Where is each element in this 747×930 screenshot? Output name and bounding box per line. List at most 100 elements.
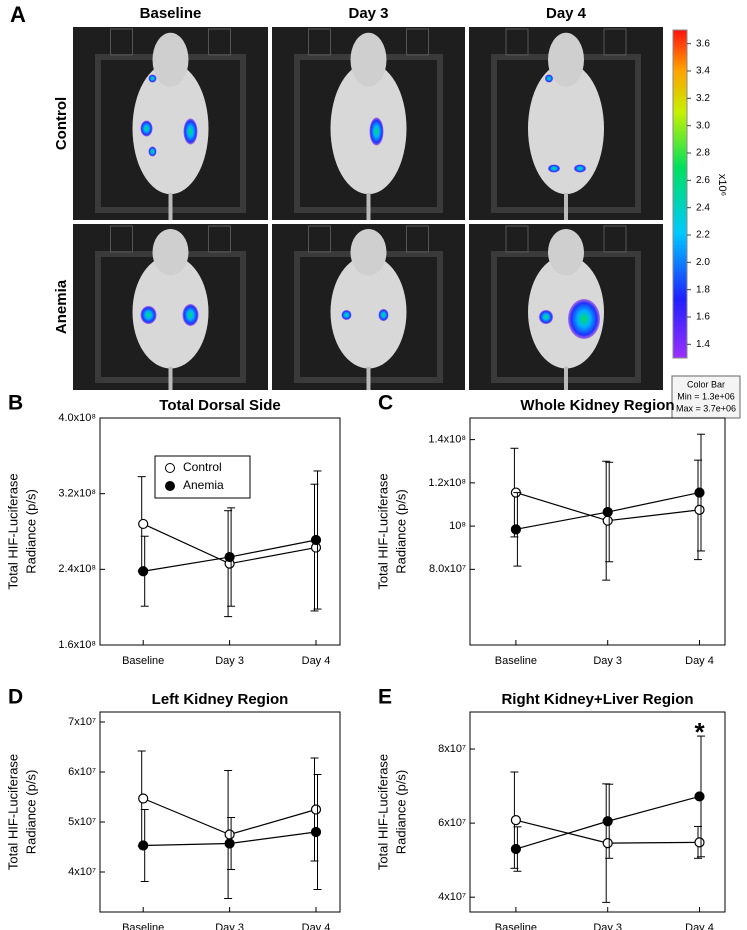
signal-blob <box>140 306 157 324</box>
signal-blob <box>574 164 586 173</box>
y-axis-label: Total HIF-Luciferase <box>5 473 20 589</box>
marker <box>310 804 322 815</box>
row-title: Anemia <box>53 279 70 334</box>
mouse-body <box>528 62 604 195</box>
colorbar-tick-label: 3.2 <box>696 93 710 104</box>
signal-blob <box>182 304 199 326</box>
panel-label: B <box>8 392 23 415</box>
clip-left <box>505 225 529 253</box>
x-tick-label: Day 4 <box>685 922 714 930</box>
mouse-body <box>330 255 407 369</box>
mouse-tail <box>564 192 568 220</box>
chart-title: Whole Kidney Region <box>520 397 674 414</box>
y-axis-label: Radiance (p/s) <box>393 770 408 855</box>
colorbar-box-text: Color Bar <box>687 379 725 389</box>
mouse-tail <box>168 366 173 390</box>
signal-blob <box>148 74 157 83</box>
colorbar-tick-label: 3.0 <box>696 120 710 131</box>
mouse-image <box>73 224 268 390</box>
y-tick-label: 2.4x10⁸ <box>58 563 96 575</box>
x-tick-label: Day 4 <box>302 922 331 930</box>
legend-label: Control <box>183 460 222 474</box>
marker <box>510 524 522 535</box>
marker <box>694 837 705 848</box>
mouse-tail <box>366 366 371 390</box>
y-axis-label: Total HIF-Luciferase <box>5 754 20 870</box>
y-axis-label: Radiance (p/s) <box>23 770 38 855</box>
mouse-body <box>132 62 209 195</box>
legend-label: Anemia <box>183 478 224 492</box>
y-tick-label: 4x10⁷ <box>68 866 96 878</box>
clip-right <box>603 225 627 253</box>
clip-right <box>406 28 429 56</box>
y-tick-label: 8.0x10⁷ <box>429 563 466 575</box>
column-title: Day 4 <box>546 5 587 22</box>
y-tick-label: 10⁸ <box>449 520 466 532</box>
clip-left <box>505 28 529 56</box>
panel-label: D <box>8 686 23 709</box>
clip-right <box>208 225 231 253</box>
legend-marker <box>165 463 175 473</box>
y-axis-label: Radiance (p/s) <box>393 489 408 574</box>
x-tick-label: Day 4 <box>685 655 714 667</box>
marker <box>602 515 613 526</box>
mouse-image <box>73 27 268 220</box>
plot-frame <box>99 711 341 913</box>
signal-blob <box>369 117 384 146</box>
mouse-body <box>330 62 407 195</box>
colorbar-unit: x10⁶ <box>716 174 728 196</box>
mouse-image <box>272 27 465 220</box>
colorbar-tick-label: 3.4 <box>696 66 710 77</box>
mouse-body <box>528 255 604 369</box>
colorbar-tick-label: 1.8 <box>696 284 710 295</box>
panel-label: A <box>10 2 26 27</box>
mouse-tail <box>168 192 173 220</box>
colorbar-tick-label: 3.6 <box>696 38 710 49</box>
signal-blob <box>341 310 352 320</box>
column-title: Baseline <box>140 5 202 22</box>
mouse-head <box>548 32 584 87</box>
colorbar-tick-label: 2.6 <box>696 175 710 186</box>
y-tick-label: 1.6x10⁸ <box>58 639 96 651</box>
x-tick-label: Day 3 <box>593 922 622 930</box>
marker <box>694 504 705 515</box>
clip-left <box>308 28 331 56</box>
marker <box>602 816 613 827</box>
marker <box>138 793 149 804</box>
signal-blob <box>378 309 389 321</box>
y-tick-label: 8x10⁷ <box>438 743 466 755</box>
x-tick-label: Day 3 <box>215 655 244 667</box>
plot-frame <box>469 417 726 646</box>
signal-blob <box>140 120 153 137</box>
marker <box>694 487 705 498</box>
y-tick-label: 4x10⁷ <box>438 891 466 903</box>
marker <box>138 566 149 577</box>
mouse-head <box>152 228 189 276</box>
colorbar-box-text: Min = 1.3e+06 <box>677 391 735 401</box>
mouse-head <box>152 32 189 87</box>
y-tick-label: 5x10⁷ <box>68 816 96 828</box>
y-axis-label: Total HIF-Luciferase <box>375 473 390 589</box>
clip-right <box>406 225 429 253</box>
panel-label: E <box>378 686 392 709</box>
chart-title: Right Kidney+Liver Region <box>501 691 693 708</box>
marker <box>310 534 322 546</box>
marker <box>510 815 522 826</box>
marker <box>138 518 149 530</box>
mouse-image <box>469 224 663 390</box>
colorbar-box-text: Max = 3.7e+06 <box>676 403 736 413</box>
marker <box>224 838 235 849</box>
marker <box>138 840 149 851</box>
clip-left <box>308 225 331 253</box>
mouse-tail <box>564 366 568 390</box>
signal-blob <box>568 299 600 339</box>
colorbar-tick-label: 2.8 <box>696 148 710 159</box>
mouse-image <box>272 224 465 390</box>
annotation: * <box>694 717 705 747</box>
colorbar-tick-label: 1.4 <box>696 339 710 350</box>
signal-blob <box>548 164 560 173</box>
marker <box>224 829 235 840</box>
y-tick-label: 3.2x10⁸ <box>58 488 96 500</box>
y-axis-label: Radiance (p/s) <box>23 489 38 574</box>
